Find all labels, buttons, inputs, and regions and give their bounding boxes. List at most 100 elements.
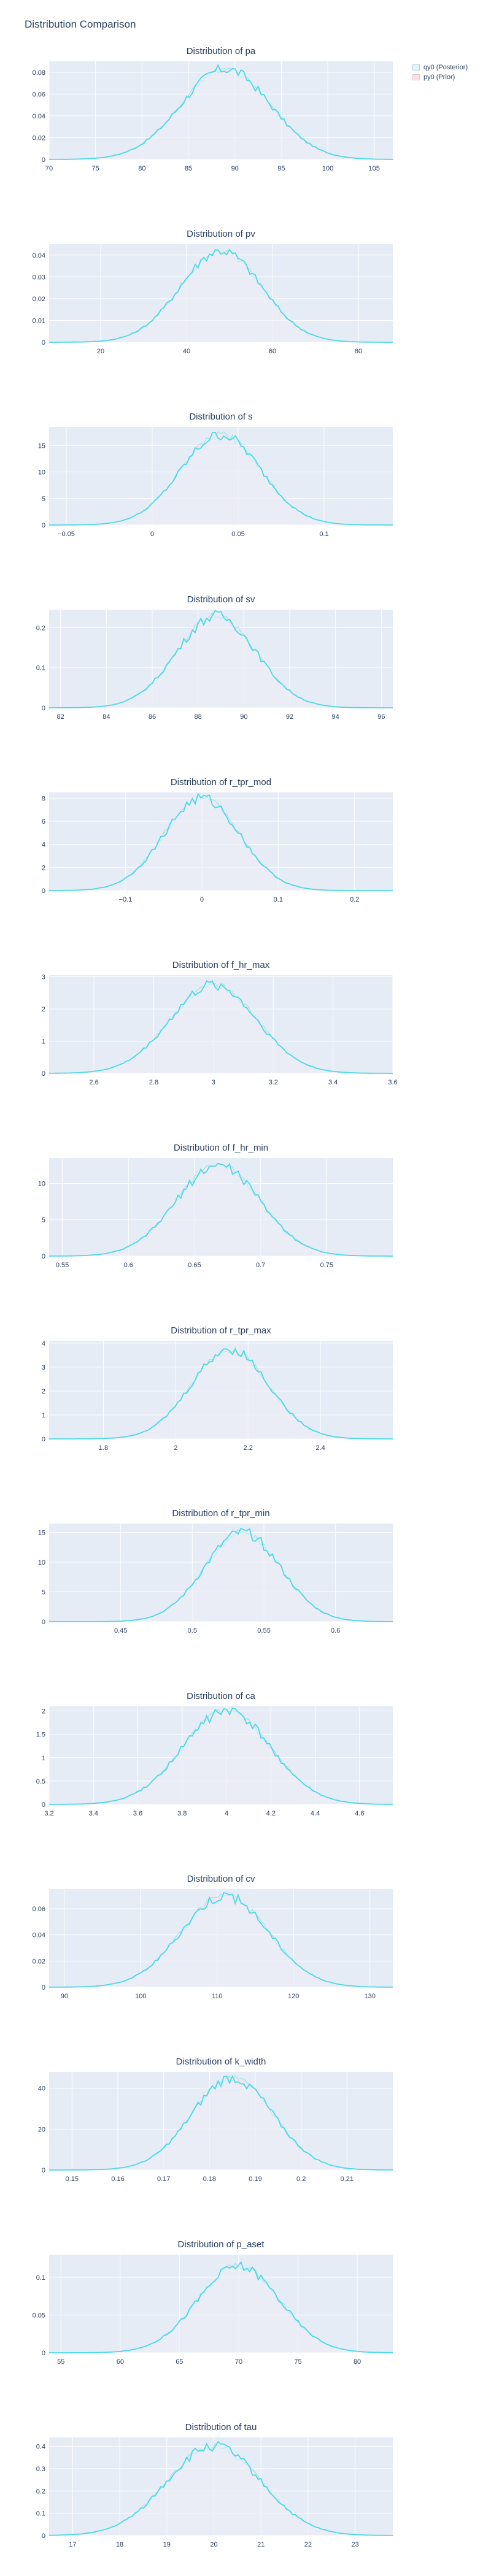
x-tick-label: 105 [369, 165, 380, 172]
posterior-fill [49, 2262, 393, 2353]
plot-area [49, 1706, 393, 1804]
chart-title: Distribution of s [189, 412, 252, 422]
y-tick-label: 15 [38, 1530, 45, 1537]
plot-area [49, 61, 393, 159]
posterior-fill [49, 65, 393, 159]
x-tick-label: 40 [183, 348, 190, 355]
x-tick-label: 23 [352, 2541, 359, 2548]
legend: qy0 (Posterior) py0 (Prior) [412, 63, 468, 82]
posterior-line [49, 1527, 393, 1622]
x-tick-label: −0.05 [58, 531, 75, 538]
x-tick-label: 3.6 [388, 1079, 397, 1086]
x-tick-label: 0.7 [256, 1262, 265, 1269]
x-tick-label: 3.2 [44, 1810, 53, 1817]
legend-label-posterior: qy0 (Posterior) [423, 64, 468, 71]
y-tick-label: 0.04 [33, 252, 45, 259]
chart-1: Distribution of pv 20 40 60 80 0 0.01 0.02 0.03 0… [33, 229, 393, 355]
x-tick-label: 19 [163, 2541, 171, 2548]
chart-7: Distribution of r_tpr_max 1.8 2 2.2 2.4 0 1 2 3 4 [42, 1325, 393, 1452]
y-tick-label: 2 [42, 1708, 45, 1715]
x-tick-label: 90 [240, 713, 247, 721]
x-tick-label: 0.17 [157, 2175, 170, 2183]
x-tick-label: 4.4 [311, 1810, 320, 1817]
chart-4: Distribution of r_tpr_mod −0.1 0 0.1 0.2 0 2 4 6… [42, 777, 393, 903]
chart-title: Distribution of p_aset [178, 2239, 265, 2250]
x-tick-label: 17 [69, 2541, 76, 2548]
x-tick-label: 100 [322, 165, 333, 172]
y-tick-label: 0 [42, 1253, 45, 1260]
x-tick-label: −0.1 [119, 896, 133, 903]
posterior-fill [49, 250, 393, 342]
y-tick-label: 4 [42, 841, 45, 849]
x-tick-label: 3.6 [133, 1810, 142, 1817]
y-tick-label: 0 [42, 887, 45, 895]
posterior-line [49, 63, 393, 160]
posterior-line [49, 2261, 393, 2353]
posterior-fill [49, 981, 393, 1073]
x-tick-label: 0.19 [249, 2175, 261, 2183]
legend-swatch-posterior [412, 64, 420, 71]
x-tick-label: 0.05 [231, 531, 244, 538]
x-tick-label: 0 [200, 896, 204, 903]
x-tick-label: 20 [97, 348, 104, 355]
legend-item-posterior[interactable]: qy0 (Posterior) [412, 63, 468, 72]
y-tick-label: 0.04 [33, 113, 45, 120]
prior-fill [49, 68, 393, 159]
x-tick-label: 0.5 [188, 1627, 197, 1635]
chart-title: Distribution of f_hr_max [172, 960, 270, 970]
prior-fill [49, 431, 393, 525]
x-tick-label: 3.2 [269, 1079, 278, 1086]
x-tick-label: 0.15 [66, 2175, 79, 2183]
x-tick-label: 60 [269, 348, 276, 355]
posterior-line [49, 2074, 393, 2171]
y-tick-label: 0.2 [36, 2488, 45, 2495]
y-tick-label: 8 [42, 795, 45, 802]
x-tick-label: 0.2 [350, 896, 359, 903]
prior-fill [49, 2263, 393, 2353]
chart-6: Distribution of f_hr_min 0.55 0.6 0.65 0.7 0.… [38, 1143, 393, 1269]
x-tick-label: 2.8 [149, 1079, 158, 1086]
x-tick-label: 94 [332, 713, 339, 721]
y-tick-label: 3 [42, 1364, 45, 1371]
x-tick-label: 20 [210, 2541, 217, 2548]
x-tick-label: 2.2 [244, 1444, 253, 1452]
posterior-line [49, 1347, 393, 1439]
y-tick-label: 10 [38, 1559, 45, 1566]
y-tick-label: 0 [42, 1436, 45, 1443]
y-tick-label: 0.02 [33, 1958, 45, 1965]
y-tick-label: 0.02 [33, 296, 45, 303]
chart-title: Distribution of pv [187, 229, 255, 239]
x-tick-label: 0.6 [124, 1262, 133, 1269]
x-tick-label: 80 [354, 2358, 361, 2366]
y-tick-label: 0.2 [36, 624, 45, 632]
x-tick-label: 80 [138, 165, 145, 172]
y-tick-label: 40 [38, 2085, 45, 2093]
y-tick-label: 0.4 [36, 2444, 45, 2451]
chart-13: Distribution of tau 17 18 19 20 21 22 23 0 0.1 0.2… [36, 2422, 393, 2548]
x-tick-label: 0.18 [203, 2175, 216, 2183]
posterior-fill [49, 1528, 393, 1622]
posterior-line [49, 610, 393, 708]
x-tick-label: 82 [57, 713, 64, 721]
y-tick-label: 0.06 [33, 91, 45, 98]
legend-item-prior[interactable]: py0 (Prior) [412, 72, 468, 82]
x-tick-label: 0.55 [257, 1627, 270, 1635]
x-tick-label: 70 [45, 165, 53, 172]
x-tick-label: 120 [288, 1993, 299, 2000]
posterior-line [48, 1707, 393, 1805]
y-tick-label: 2 [42, 1388, 45, 1395]
x-tick-label: 75 [92, 165, 99, 172]
x-tick-label: 0.6 [331, 1627, 340, 1635]
x-tick-label: 0.16 [111, 2175, 124, 2183]
prior-fill [49, 1530, 393, 1622]
y-tick-label: 0.03 [33, 274, 45, 281]
y-tick-label: 10 [38, 1180, 45, 1187]
y-tick-label: 0.5 [36, 1778, 45, 1785]
chart-12: Distribution of p_aset 55 60 65 70 75 80 0 0.05 0… [33, 2239, 393, 2366]
legend-swatch-prior [412, 74, 420, 80]
x-tick-label: 3 [212, 1079, 215, 1086]
y-tick-label: 0 [42, 2532, 45, 2540]
prior-fill [49, 2443, 393, 2536]
posterior-fill [49, 794, 393, 891]
x-tick-label: 95 [277, 165, 285, 172]
